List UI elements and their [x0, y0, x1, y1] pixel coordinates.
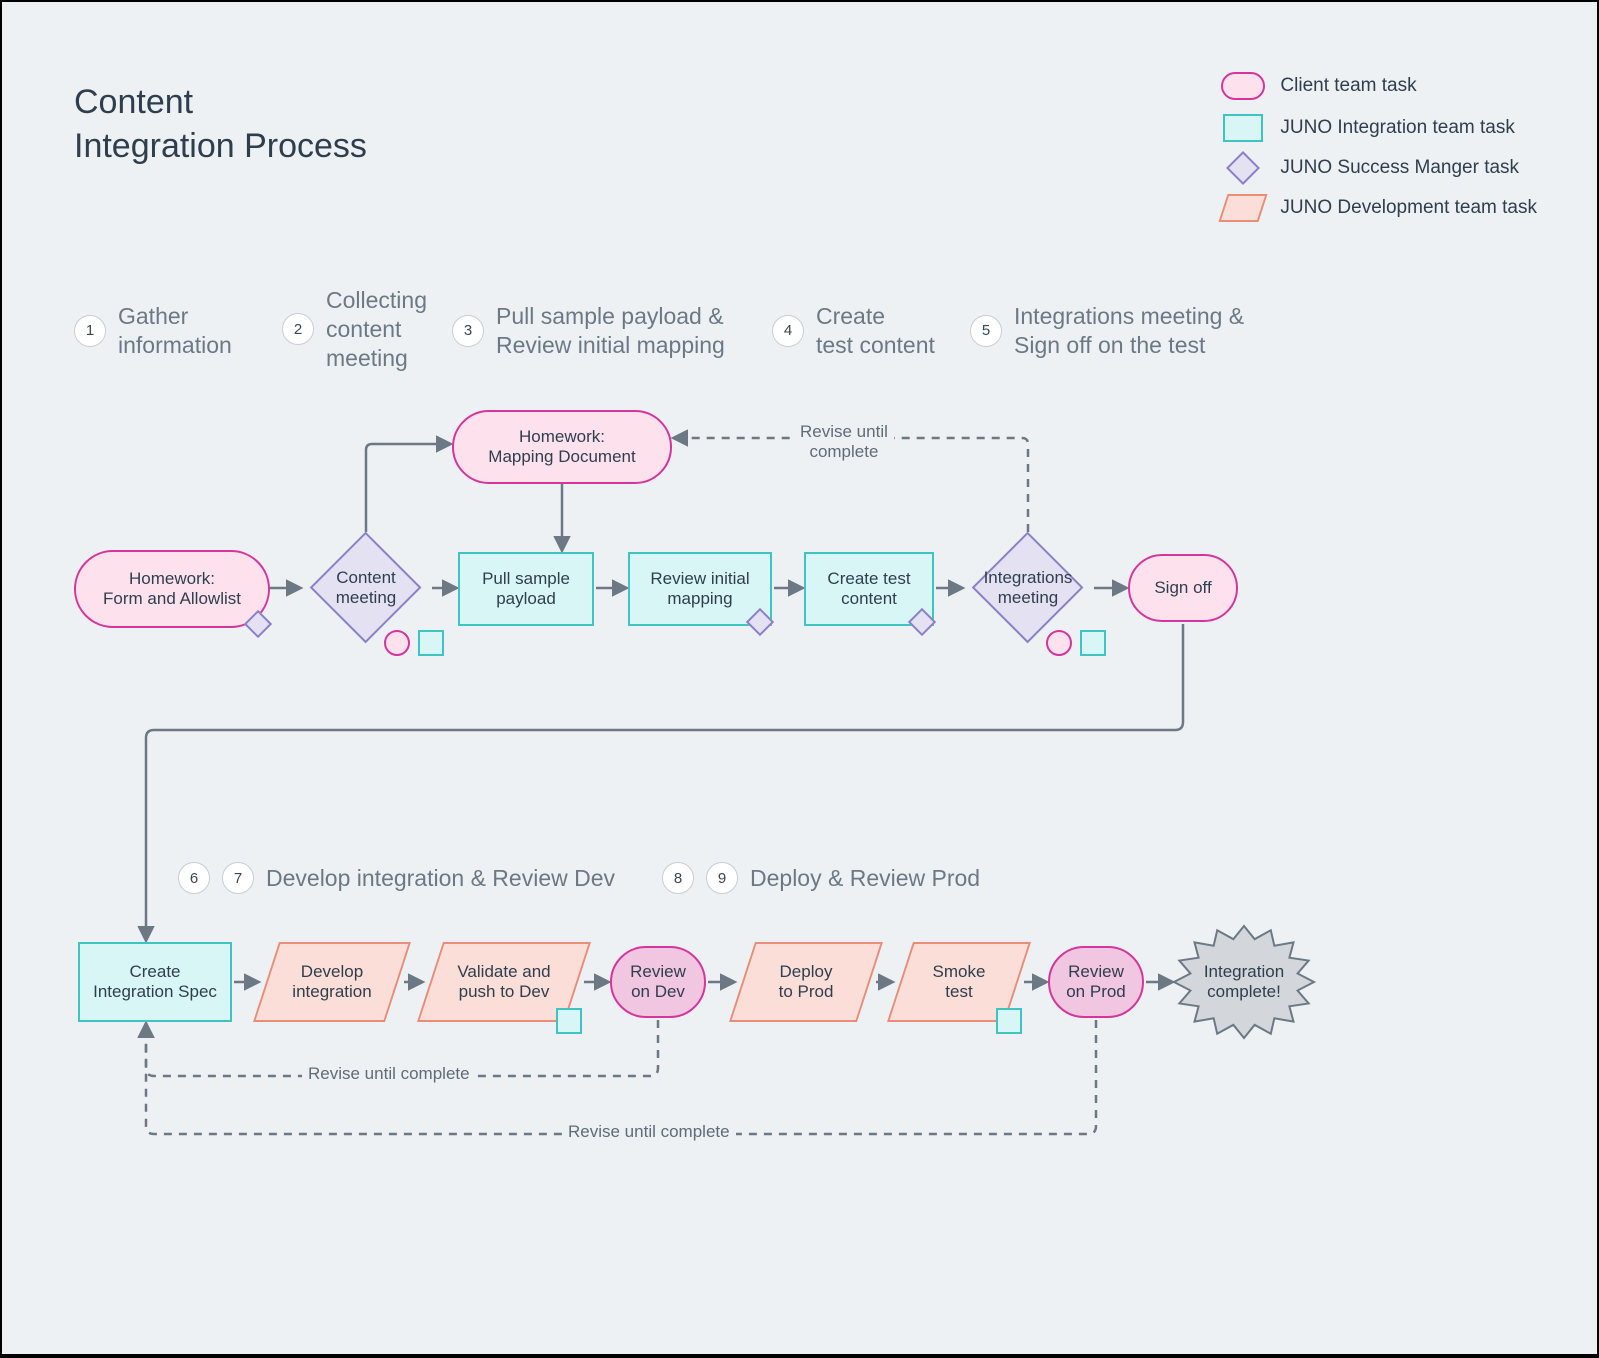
node-create_spec: Create Integration Spec — [78, 942, 232, 1022]
node-homework2: Homework: Mapping Document — [452, 410, 672, 484]
badge-square-icon — [418, 630, 444, 656]
step-header: 4 Create test content — [772, 302, 935, 360]
legend-shape-icon — [1221, 72, 1265, 100]
node-label: Integrations meeting — [972, 532, 1084, 644]
node-integ_mtg: Integrations meeting — [972, 532, 1084, 644]
node-content_mtg: Content meeting — [310, 532, 422, 644]
edge-label-revise-mid: Revise until complete — [302, 1064, 476, 1084]
legend-label: JUNO Integration team task — [1280, 117, 1514, 139]
legend-item: Client team task — [1220, 72, 1537, 100]
step-header: 3 Pull sample payload & Review initial ma… — [452, 302, 725, 360]
step-header: 5 Integrations meeting & Sign off on the … — [970, 302, 1244, 360]
legend-item: JUNO Integration team task — [1220, 114, 1537, 142]
step-label: Gather information — [118, 302, 232, 360]
edge-label-revise-bot: Revise until complete — [562, 1122, 736, 1142]
title-line-1: Content — [74, 80, 367, 124]
step-label: Integrations meeting & Sign off on the t… — [1014, 302, 1244, 360]
step-label: Collecting content meeting — [326, 286, 427, 372]
step-label: Develop integration & Review Dev — [266, 864, 615, 893]
legend-shape-icon — [1226, 151, 1260, 185]
legend-shape-icon — [1223, 114, 1263, 142]
step-label: Deploy & Review Prod — [750, 864, 980, 893]
node-review_dev: Review on Dev — [610, 946, 706, 1018]
step-number-badge: 5 — [970, 315, 1002, 347]
step-header: 67 Develop integration & Review Dev — [178, 862, 615, 894]
step-number-badge: 8 — [662, 862, 694, 894]
badge-square-icon — [996, 1008, 1022, 1034]
badge-square-icon — [1080, 630, 1106, 656]
badge-square-icon — [556, 1008, 582, 1034]
node-deploy: Deploy to Prod — [742, 942, 870, 1022]
step-number-badge: 1 — [74, 315, 106, 347]
step-header: 89 Deploy & Review Prod — [662, 862, 980, 894]
step-label: Create test content — [816, 302, 935, 360]
edge-label-revise-top: Revise until complete — [794, 422, 894, 462]
legend-item: JUNO Success Manger task — [1220, 156, 1537, 180]
node-complete: Integration complete! — [1174, 926, 1314, 1038]
node-label: Deploy to Prod — [742, 942, 870, 1022]
node-label: Content meeting — [310, 532, 422, 644]
step-header: 1 Gather information — [74, 302, 232, 360]
legend-shape-icon — [1219, 194, 1268, 222]
title-line-2: Integration Process — [74, 124, 367, 168]
node-develop: Develop integration — [266, 942, 398, 1022]
step-number-badge: 4 — [772, 315, 804, 347]
node-pull_sample: Pull sample payload — [458, 552, 594, 626]
node-review_prod: Review on Prod — [1048, 946, 1144, 1018]
node-homework1: Homework: Form and Allowlist — [74, 550, 270, 628]
step-label: Pull sample payload & Review initial map… — [496, 302, 725, 360]
page-title: Content Integration Process — [74, 80, 367, 168]
node-signoff: Sign off — [1128, 554, 1238, 622]
step-number-badge: 7 — [222, 862, 254, 894]
step-number-badge: 3 — [452, 315, 484, 347]
legend-label: Client team task — [1280, 75, 1416, 97]
badge-circle-icon — [384, 630, 410, 656]
diagram-canvas: Content Integration Process Client team … — [0, 0, 1599, 1356]
step-header: 2 Collecting content meeting — [282, 286, 427, 372]
node-review_map: Review initial mapping — [628, 552, 772, 626]
node-label: Develop integration — [266, 942, 398, 1022]
step-number-badge: 6 — [178, 862, 210, 894]
legend: Client team task JUNO Integration team ta… — [1220, 72, 1537, 222]
legend-label: JUNO Development team task — [1280, 197, 1537, 219]
step-number-badge: 2 — [282, 313, 314, 345]
badge-circle-icon — [1046, 630, 1072, 656]
legend-item: JUNO Development team task — [1220, 194, 1537, 222]
legend-label: JUNO Success Manger task — [1280, 157, 1519, 179]
step-number-badge: 9 — [706, 862, 738, 894]
